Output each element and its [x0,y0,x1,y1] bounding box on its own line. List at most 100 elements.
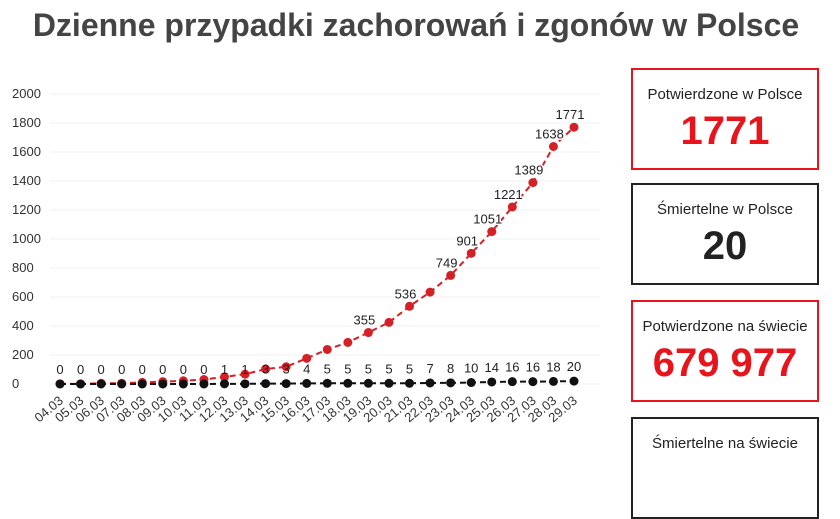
data-point [240,369,250,379]
y-tick-label: 1800 [12,115,41,130]
stat-box: Śmiertelne na świecie [631,417,819,519]
data-label: 5 [385,361,392,376]
y-tick-label: 0 [12,376,19,391]
stat-label: Śmiertelne na świecie [652,435,798,452]
stat-label: Potwierdzone w Polsce [647,86,803,103]
data-label: 18 [546,359,560,374]
data-label: 1638 [535,126,564,141]
data-point [466,248,476,258]
data-point [199,379,209,389]
data-point [487,227,497,237]
data-point [240,379,250,389]
data-point [322,344,332,354]
chart: Dzienne przypadki zachorowań i zgonów w … [12,7,799,425]
y-tick-label: 1000 [12,231,41,246]
data-point [405,378,415,388]
data-label: 749 [436,255,458,270]
data-point [446,378,456,388]
data-label: 0 [56,362,63,377]
y-tick-label: 2000 [12,86,41,101]
data-point [405,301,415,311]
data-point [261,364,271,374]
data-point [569,122,579,132]
data-label: 1221 [494,187,523,202]
data-label: 0 [159,362,166,377]
data-label: 5 [324,361,331,376]
data-label: 0 [139,362,146,377]
data-label: 1 [221,362,228,377]
data-label: 355 [354,313,376,328]
data-point [76,379,86,389]
data-point [528,178,538,188]
stat-label: Potwierdzone na świecie [642,318,808,335]
data-point [302,378,312,388]
data-point [178,379,188,389]
data-point [55,379,65,389]
y-tick-label: 1600 [12,144,41,159]
stat-value: 1771 [680,109,770,153]
stat-value: 679 977 [652,341,798,385]
data-label: 5 [406,361,413,376]
data-point [343,337,353,347]
data-label: 0 [77,362,84,377]
data-label: 1771 [556,107,585,122]
data-point [96,379,106,389]
data-point [384,378,394,388]
data-label: 0 [180,362,187,377]
data-label: 1051 [473,212,502,227]
data-label: 1389 [514,163,543,178]
y-tick-label: 400 [12,318,34,333]
data-point [281,362,291,372]
data-label: 7 [426,361,433,376]
data-label: 14 [485,360,499,375]
y-tick-label: 1200 [12,202,41,217]
data-label: 901 [456,233,478,248]
page: Dzienne przypadki zachorowań i zgonów w … [12,7,819,519]
data-point [219,379,229,389]
data-label: 8 [447,361,454,376]
data-label: 1 [241,362,248,377]
data-point [363,328,373,338]
data-point [446,270,456,280]
stat-box: Potwierdzone na świecie 679 977 [631,300,819,402]
data-label: 5 [365,361,372,376]
data-point [507,377,517,387]
data-point [219,372,229,382]
data-point [281,379,291,389]
data-point [569,376,579,386]
data-point [302,353,312,363]
stat-label: Śmiertelne w Polsce [657,201,793,218]
data-point [507,202,517,212]
data-point [466,378,476,388]
data-point [363,378,373,388]
data-point [158,379,168,389]
data-point [384,317,394,327]
data-point [425,287,435,297]
data-point [137,379,147,389]
data-point [548,141,558,151]
data-label: 0 [200,362,207,377]
series-line [60,126,575,385]
stat-box: Śmiertelne w Polsce 20 [631,183,819,285]
data-label: 16 [526,360,540,375]
chart-title: Dzienne przypadki zachorowań i zgonów w … [33,7,799,43]
data-point [528,377,538,387]
data-label: 5 [344,361,351,376]
data-label: 0 [98,362,105,377]
y-tick-label: 600 [12,289,34,304]
data-label: 10 [464,361,478,376]
data-point [322,378,332,388]
stat-box: Potwierdzone w Polsce 1771 [631,68,819,170]
y-tick-label: 200 [12,347,34,362]
data-point [425,378,435,388]
data-point [487,377,497,387]
data-label: 0 [118,362,125,377]
stat-value: 20 [702,224,748,268]
data-label: 3 [283,362,290,377]
data-point [261,379,271,389]
y-tick-label: 1400 [12,173,41,188]
data-point [548,376,558,386]
data-label: 3 [262,362,269,377]
y-tick-label: 800 [12,260,34,275]
data-point [343,378,353,388]
